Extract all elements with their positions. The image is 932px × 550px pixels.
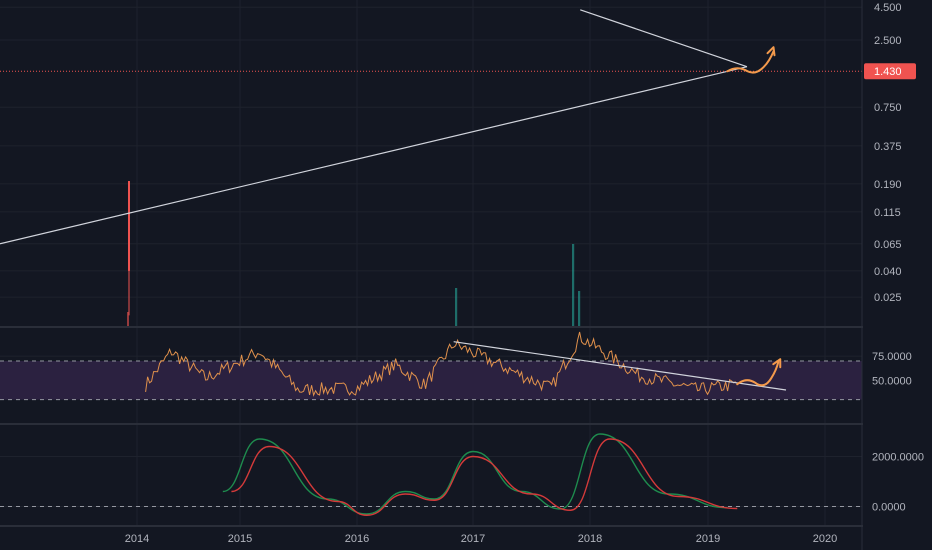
lower-indicator-line [222,433,728,515]
candle-body [128,181,130,271]
price-tick-label: 0.190 [874,179,902,191]
volume-bar [578,291,581,326]
price-axis: 4.500 2.500 1.430 0.750 0.375 0.190 0.115 0.065… [863,0,932,550]
price-axis-background [863,0,932,550]
price-tick-label: 2.500 [874,35,902,47]
oscillator-projection [736,361,780,387]
price-tick-label: 0.115 [874,207,901,219]
lower-tick-label: 0.0000 [872,502,906,514]
price-tick-label: 0.750 [874,102,902,114]
volume-bar [572,244,575,326]
trendlines [0,9,748,245]
lower-indicator-line [231,438,738,516]
price-tick-label: 0.025 [874,292,902,304]
projection-path [726,50,775,74]
time-tick-label: 2016 [345,533,369,545]
time-tick-label: 2018 [578,533,602,545]
oscillator [0,331,862,401]
price-trendline [0,66,748,245]
oscillator-tick-label: 75.0000 [872,351,912,363]
time-tick-label: 2020 [813,533,837,545]
time-tick-label: 2017 [461,533,485,545]
volume-bar [455,288,458,326]
candles [128,181,130,316]
time-tick-label: 2015 [228,533,252,545]
oscillator-tick-label: 50.0000 [872,375,912,387]
volume-bars [127,244,581,326]
price-tick-label: 0.375 [874,141,902,153]
price-tick-label: 0.065 [874,239,902,251]
price-tick-label: 0.040 [874,266,902,278]
projection-arrowhead [766,46,776,57]
annotations [726,46,782,387]
oscillator-projection-arrowhead [772,358,782,369]
time-tick-label: 2014 [125,533,149,545]
current-price-label: 1.430 [874,66,902,78]
time-axis: 2014 2015 2016 2017 2018 2019 2020 [125,533,837,545]
lower-indicator [0,433,862,516]
oscillator-trendline [453,341,787,391]
time-tick-label: 2019 [696,533,720,545]
lower-tick-label: 2000.0000 [872,452,924,464]
price-trendline [580,9,748,68]
volume-bar [127,312,129,326]
current-price-badge [864,63,916,80]
price-tick-label: 4.500 [874,2,902,14]
